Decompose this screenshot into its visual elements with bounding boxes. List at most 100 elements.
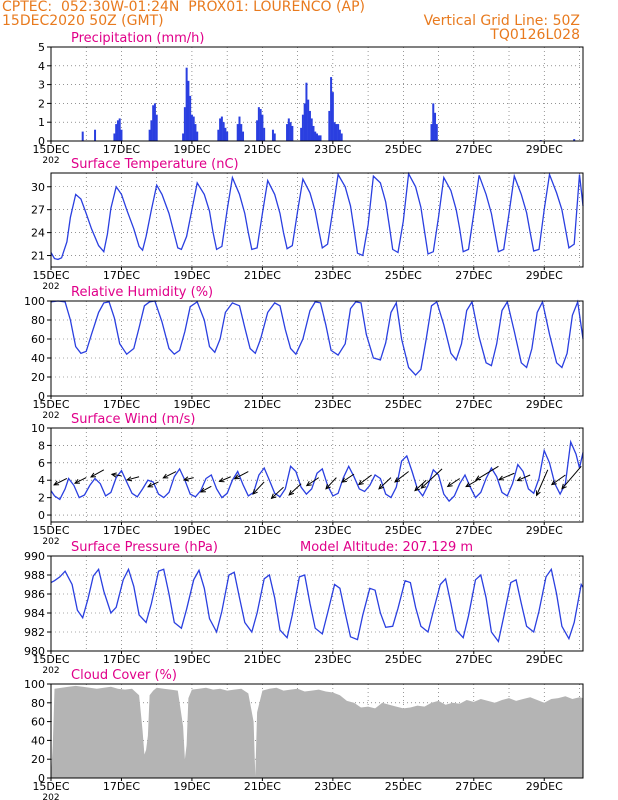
y-tick-label: 4 [38,60,45,73]
wind-frame [50,427,584,523]
wind-vector-shaft [200,485,212,493]
y-tick-label: 8 [38,439,45,452]
y-tick-label: 20 [31,371,45,384]
x-tick-label: 17DEC [103,143,140,156]
precip-bar [305,82,308,141]
y-tick-label: 60 [31,333,45,346]
y-tick-label: 2 [38,492,45,505]
run-date: 15DEC2020 50Z (GMT) [2,13,164,29]
y-tick-label: 982 [24,626,45,639]
wind-vector [535,469,549,497]
wind-vector-head [252,489,258,495]
temp-frame [50,172,584,268]
wind-vector-head [465,482,472,488]
y-tick-label: 100 [24,295,45,308]
wind-vector-head [270,493,277,500]
wind-vector-shaft [288,483,302,496]
y-tick-label: 21 [31,250,45,263]
wind-vector [270,486,284,500]
x-tick-label: 23DEC [314,653,351,666]
precip-bar [240,124,243,141]
precip-bar [192,116,195,141]
x-tick-label: 15DEC [32,653,69,666]
precip-bar [222,122,225,141]
wind-vector-head [498,475,505,481]
wind-vector [325,477,337,490]
wind-vector-shaft [561,465,582,490]
precip-bar [226,131,229,141]
precip-bar [115,124,118,141]
model-id: TQ0126L028 [490,27,580,43]
precip-bar [259,109,262,141]
x-tick-label: 19DEC [173,143,210,156]
y-tick-label: 3 [38,79,45,92]
x-tick-label: 19DEC [173,269,210,282]
wind-vector [414,479,427,492]
precip-bar [340,133,343,141]
x-year-fragment: 202 [42,411,59,421]
precip-bar [94,129,97,141]
wind-vector [550,474,566,486]
rh-title: Relative Humidity (%) [71,285,213,300]
precip-bar [219,118,222,141]
precip-bar [301,114,304,141]
precip-bar [300,127,303,141]
x-tick-label: 27DEC [455,524,492,537]
y-tick-label: 40 [31,734,45,747]
wind-vector-shaft [394,471,409,483]
wind-vector-head [357,479,364,486]
wind-vector-head [73,478,81,484]
y-tick-label: 4 [38,474,45,487]
precip-bar [152,105,155,141]
wind-vector-head [341,477,347,483]
precip-bar [118,118,121,141]
x-tick-label: 21DEC [244,398,281,411]
wind-vector-head [110,472,117,478]
wind-vector [110,472,122,478]
x-tick-label: 17DEC [103,398,140,411]
precip-bar [242,131,245,141]
x-tick-label: 19DEC [173,524,210,537]
y-tick-label: 5 [38,41,45,54]
y-tick-label: 80 [31,697,45,710]
wind-vector-head [53,480,60,486]
cloud-title: Cloud Cover (%) [71,668,177,683]
precip-bar [194,124,197,141]
y-tick-label: 0 [38,772,45,785]
precip-bar [256,120,259,141]
temp-title: Surface Temperature (nC) [71,157,239,172]
x-tick-label: 15DEC [32,780,69,793]
x-tick-label: 25DEC [385,143,422,156]
precip-bar [116,120,119,141]
wind-vector-shaft [536,469,549,496]
wind-vector-head [516,476,523,482]
x-tick-label: 25DEC [385,653,422,666]
precip-bar [81,131,84,141]
rh-panel: 0 20 40 60 80 100 15DEC 17DEC 19DEC 21DEC 23DEC 25D… [24,285,584,421]
wind-vector [182,476,194,482]
x-year-fragment: 202 [42,537,59,547]
x-tick-label: 21DEC [244,653,281,666]
wind-vector-shaft [126,476,140,481]
precip-bar [333,122,336,141]
wind-vector-head [218,477,225,483]
wind-vector [305,477,320,487]
precip-bar [196,131,199,141]
precip-bar [314,131,317,141]
wind-vector [252,481,265,495]
y-tick-label: 10 [31,422,45,435]
wind-panel: 0 2 4 6 8 10 15DEC 17DEC 19DEC 21DEC 23DEC 25DEC 27D… [31,412,584,547]
wind-vector-head [89,472,97,478]
x-tick-label: 25DEC [385,269,422,282]
y-tick-label: 980 [24,645,45,658]
pres-frame [50,555,584,652]
wind-vector-shaft [74,477,87,484]
x-tick-label: 29DEC [526,269,563,282]
wind-vector-shaft [183,477,194,481]
y-tick-label: 100 [24,678,45,691]
precip-panel: 0 1 2 3 4 5 15DEC 17DEC 19DEC 21DEC 23DEC 25DEC 27DE… [32,31,584,166]
y-tick-label: 990 [24,550,45,563]
temp-panel: 21 24 27 30 15DEC 17DEC 19DEC 21DEC 23DEC 25DEC 27… [31,157,584,292]
wind-vector [218,476,231,483]
